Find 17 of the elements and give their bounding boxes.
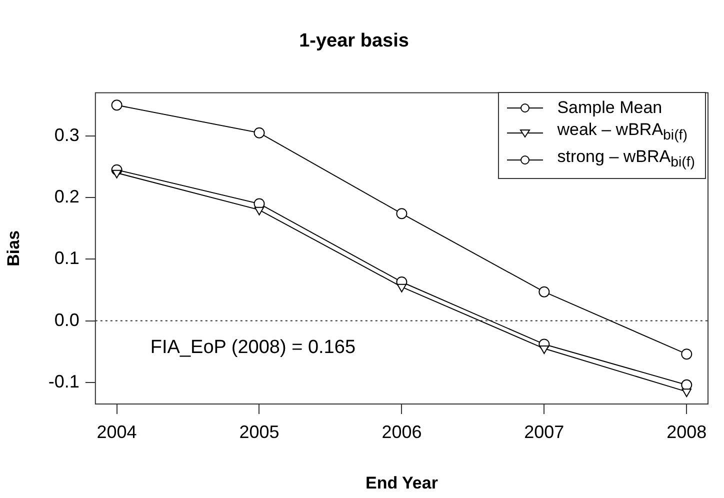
y-tick-label: 0.3	[54, 124, 80, 145]
y-tick-label: 0.0	[54, 310, 80, 330]
x-tick-label: 2006	[382, 422, 422, 442]
legend-label: weak – wBRA$_{bi(f)}$	[557, 119, 688, 146]
y-axis-title: Bias	[4, 230, 23, 266]
x-tick-label: 2007	[524, 422, 564, 442]
x-tick-label: 2005	[239, 422, 280, 442]
y-tick-label: 0.1	[54, 248, 80, 268]
x-axis-title: End Year	[365, 473, 438, 492]
chart-title: 1-year basis	[299, 30, 409, 52]
legend-label: strong – wBRA$_{bi(f)}$	[557, 146, 695, 173]
y-tick-label: 0.2	[54, 186, 80, 207]
x-tick-label: 2004	[96, 422, 137, 442]
annotation: FIA_EoP (2008) = 0.165	[150, 337, 356, 358]
x-tick-label: 2008	[666, 422, 707, 442]
legend-label: Sample Mean	[557, 97, 662, 119]
y-tick-label: -0.1	[48, 371, 80, 392]
